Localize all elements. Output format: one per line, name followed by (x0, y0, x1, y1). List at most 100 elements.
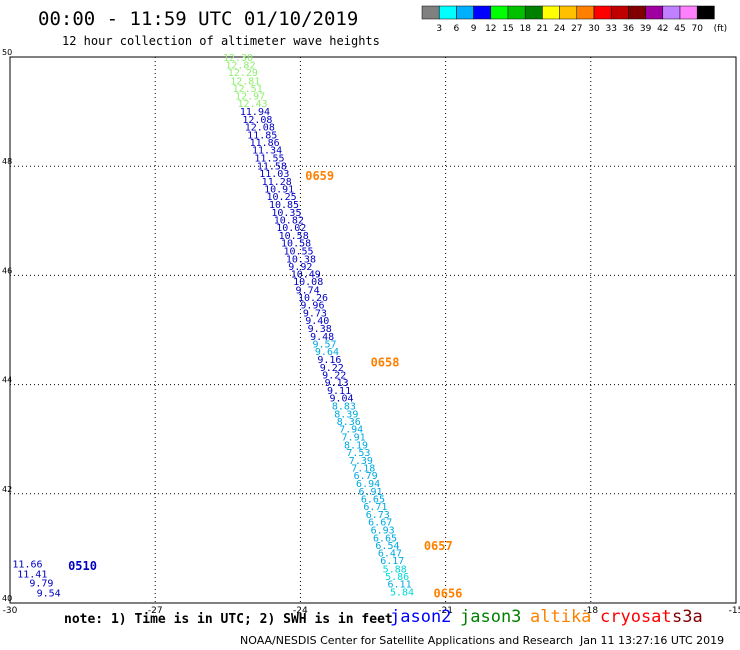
swh-point-label: 10.82 (274, 216, 304, 227)
swh-point-label: 10.25 (267, 192, 297, 203)
colorbar-tick-label: 3 (436, 24, 442, 34)
swh-point-label: 7.94 (339, 425, 363, 436)
colorbar-tick-label: 24 (554, 24, 566, 34)
swh-point-label: 6.67 (368, 517, 392, 528)
swh-point-label: 9.64 (315, 347, 339, 358)
pass-time-label: 0510 (68, 559, 97, 573)
colorbar-tick-label: 9 (471, 24, 477, 34)
swh-point-label: 6.93 (371, 526, 395, 537)
colorbar-tick-label: 15 (502, 24, 513, 34)
swh-point-label: 11.34 (252, 146, 282, 157)
swh-point-label: 9.74 (296, 285, 320, 296)
swh-point-label: 11.41 (17, 569, 47, 580)
swh-point-label: 8.39 (334, 409, 358, 420)
pass-time-label: 0657 (424, 539, 453, 553)
swh-point-label: 9.22 (322, 371, 346, 382)
footer-credit: NOAA/NESDIS Center for Satellite Applica… (240, 634, 574, 647)
swh-point-label: 12.08 (242, 115, 272, 126)
plot-frame (9, 56, 737, 604)
swh-point-label: 12.51 (233, 84, 263, 95)
swh-point-label: 12.08 (245, 123, 275, 134)
x-tick-label: -21 (438, 606, 453, 616)
colorbar-tick-label: 33 (605, 24, 616, 34)
swh-point-label: 6.73 (366, 510, 390, 521)
swh-point-label: 12.82 (225, 60, 255, 71)
colorbar-tick-label: 18 (519, 24, 531, 34)
swh-point-label: 10.85 (269, 200, 299, 211)
swh-point-label: 8.36 (337, 417, 361, 428)
colorbar-tick-label: 30 (588, 24, 600, 34)
swh-point-label: 11.03 (259, 169, 289, 180)
swh-point-label: 9.11 (327, 386, 351, 397)
colorbar-tick-label: 36 (623, 24, 635, 34)
swh-point-label: 5.84 (390, 587, 414, 598)
swh-point-label: 11.94 (240, 107, 270, 118)
swh-point-label: 12.97 (235, 92, 265, 103)
colorbar-legend: 3 6 9 12 15 18 21 24 27 30 33 36 39 42 45 70 (ft) (421, 5, 727, 34)
swh-point-label: 9.40 (305, 316, 329, 327)
page-subtitle: 12 hour collection of altimeter wave hei… (62, 34, 380, 48)
swh-point-label: 9.04 (329, 394, 353, 405)
swh-point-label: 12.43 (237, 99, 267, 110)
colorbar-tick-label: 45 (674, 24, 685, 34)
y-tick-label: 48 (2, 157, 12, 166)
legend-cryosat: cryosat (600, 607, 672, 627)
swh-point-label: 6.11 (388, 580, 412, 591)
swh-point-label: 10.49 (291, 270, 321, 281)
swh-point-label: 11.86 (250, 138, 280, 149)
swh-point-label: 7.53 (346, 448, 370, 459)
swh-point-label: 11.58 (257, 161, 287, 172)
swh-point-label: 6.17 (380, 556, 404, 567)
swh-point-label: 9.13 (325, 378, 349, 389)
swh-point-label: 9.57 (313, 339, 337, 350)
swh-point-label: 10.91 (264, 184, 294, 195)
pass-time-label: 0656 (434, 587, 463, 601)
colorbar-tick-label: 6 (454, 24, 460, 34)
swh-point-label: 9.79 (29, 579, 53, 590)
swh-point-label: 12.81 (230, 76, 260, 87)
y-tick-label: 42 (2, 485, 12, 494)
swh-point-label: 10.55 (283, 247, 313, 258)
swh-point-label: 6.47 (378, 549, 402, 560)
swh-point-label: 9.73 (303, 308, 327, 319)
swh-point-label: 12.30 (223, 53, 253, 64)
colorbar-tick-label: 27 (571, 24, 582, 34)
swh-point-label: 7.39 (349, 456, 373, 467)
swh-point-label: 9.16 (317, 355, 341, 366)
swh-point-label: 11.55 (254, 153, 284, 164)
swh-point-label: 5.86 (385, 572, 409, 583)
swh-point-label: 11.85 (247, 130, 277, 141)
y-tick-label: 40 (2, 594, 12, 603)
swh-point-label: 7.91 (342, 432, 366, 443)
x-tick-label: -15 (729, 606, 740, 616)
swh-point-label: 5.88 (383, 564, 407, 575)
swh-point-label: 7.18 (351, 463, 375, 474)
swh-point-label: 6.54 (375, 541, 399, 552)
swh-point-label: 11.28 (262, 177, 292, 188)
y-tick-label: 46 (2, 266, 12, 275)
swh-point-label: 6.79 (354, 471, 378, 482)
swh-point-label: 6.65 (373, 533, 397, 544)
swh-point-label: 9.96 (300, 301, 324, 312)
legend-s3a: s3a (672, 607, 703, 627)
pass-time-label: 0659 (305, 169, 334, 183)
swh-point-label: 10.58 (281, 238, 311, 249)
x-tick-label: -24 (293, 606, 308, 616)
units-note: note: 1) Time is in UTC; 2) SWH is in fe… (64, 612, 393, 627)
pass-time-label: 0658 (371, 356, 400, 370)
colorbar-tick-label: 39 (640, 24, 652, 34)
colorbar-tick-label: 21 (537, 24, 548, 34)
colorbar-tick-label: 12 (485, 24, 496, 34)
swh-point-label: 9.22 (320, 363, 344, 374)
colorbar-tick-label: 70 (691, 24, 703, 34)
swh-point-label: 10.26 (298, 293, 328, 304)
legend-jason3: jason3 (460, 607, 522, 627)
colorbar-swatch (696, 5, 715, 20)
swh-point-label: 10.38 (286, 254, 316, 265)
swh-point-label: 9.38 (308, 324, 332, 335)
swh-point-label: 9.54 (37, 588, 61, 599)
swh-point-label: 12.29 (228, 68, 258, 79)
legend-altika: altika (530, 607, 592, 627)
footer-timestamp: Jan 11 13:27:16 UTC 2019 (580, 634, 725, 647)
